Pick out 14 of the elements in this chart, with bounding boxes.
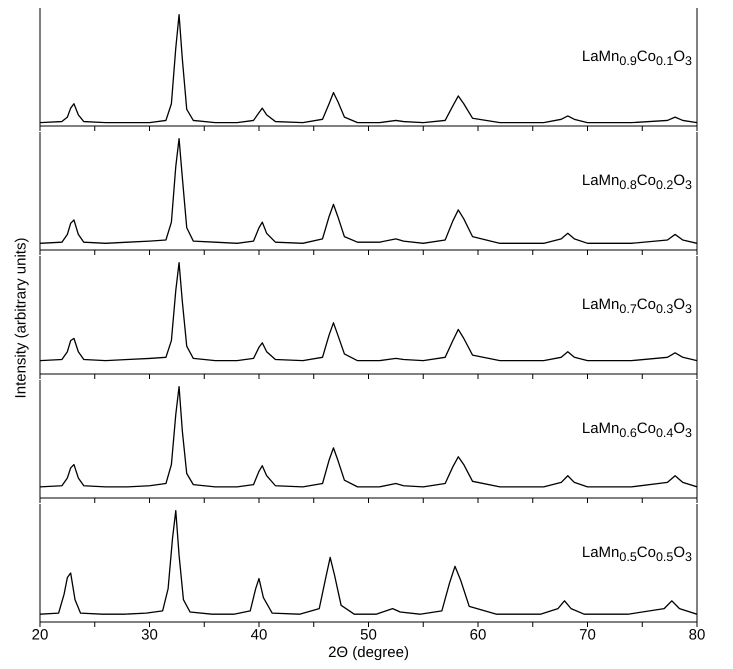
y-axis-title: Intensity (arbitrary units) bbox=[12, 238, 30, 398]
x-tick-label: 60 bbox=[470, 626, 486, 644]
annotation: LaMn$_{0.5}$Co$_{0.5}$O$_{3}$ bbox=[582, 544, 692, 564]
annotation: LaMn$_{0.8}$Co$_{0.2}$O$_{3}$ bbox=[582, 172, 692, 192]
x-tick-label: 30 bbox=[141, 626, 158, 644]
x-axis-title: 2Θ (degree) bbox=[327, 644, 410, 661]
annotation: LaMn$_{0.7}$Co$_{0.3}$O$_{3}$ bbox=[582, 296, 692, 316]
x-tick-label: 70 bbox=[579, 626, 596, 644]
annotation: LaMn$_{0.6}$Co$_{0.4}$O$_{3}$ bbox=[582, 420, 692, 440]
x-tick-label: 40 bbox=[250, 626, 268, 644]
x-tick-label: 50 bbox=[360, 626, 377, 644]
annotation: LaMn$_{0.9}$Co$_{0.1}$O$_{3}$ bbox=[582, 48, 692, 68]
x-tick-label: 20 bbox=[32, 626, 48, 644]
x-tick-label: 80 bbox=[688, 626, 706, 644]
